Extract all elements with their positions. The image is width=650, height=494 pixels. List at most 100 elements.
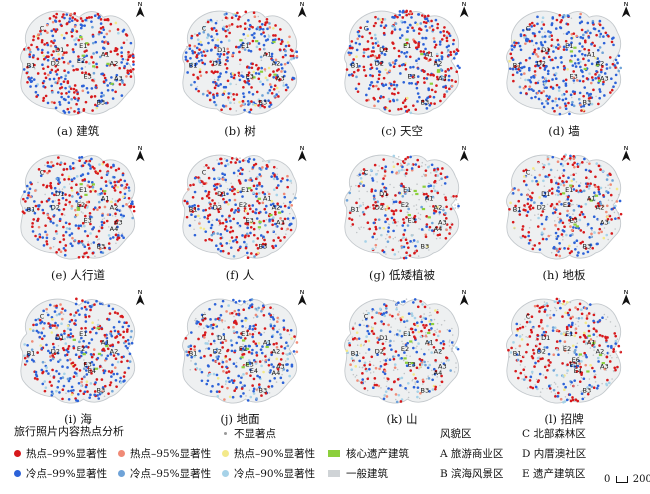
heritage-building [257, 226, 262, 229]
point-cold [85, 365, 89, 369]
point-hot [280, 345, 283, 348]
point-hot [454, 80, 457, 83]
point-cold [597, 29, 601, 33]
heritage-building [427, 331, 431, 335]
point-other [358, 215, 361, 217]
point-hot [558, 13, 562, 17]
point-other [530, 219, 532, 221]
point-cold [390, 348, 393, 351]
point-cold [86, 91, 90, 94]
point-cold [578, 21, 582, 25]
point-cold [283, 195, 287, 199]
point-other [379, 360, 382, 363]
point-hot [114, 336, 117, 339]
point-hot [122, 336, 125, 339]
point-hot [423, 56, 427, 60]
point-cold [68, 17, 72, 20]
heritage-building [105, 344, 109, 348]
point-cold90 [393, 25, 397, 29]
point-other [365, 352, 367, 354]
point-other [606, 316, 609, 318]
point-cold [211, 384, 214, 388]
point-cold [381, 83, 384, 87]
point-other [527, 336, 529, 339]
point-hot95 [224, 339, 228, 343]
point-cold [527, 234, 530, 238]
point-hot [95, 65, 99, 69]
point-other [68, 203, 71, 206]
point-other [409, 355, 411, 357]
point-cold [557, 86, 561, 89]
point-hot [351, 223, 355, 226]
point-cold95 [97, 200, 101, 204]
point-cold [564, 107, 568, 111]
point-cold95 [261, 94, 264, 97]
north-arrow-icon [297, 150, 307, 162]
point-cold95 [598, 46, 602, 49]
point-cold [542, 194, 546, 198]
point-cold95 [273, 95, 276, 98]
point-hot [541, 210, 545, 213]
point-hot [107, 370, 111, 373]
point-cold [69, 335, 72, 339]
map-panel-1: C E1 D1 D2 B1 E3 A3 A1 A2 B3 N (b) 树 [165, 2, 315, 142]
point-cold [268, 218, 271, 222]
point-hot [432, 333, 436, 336]
point-hot90 [91, 188, 95, 192]
point-hot90 [417, 330, 421, 334]
point-hot95 [419, 392, 422, 395]
point-hot [113, 189, 117, 192]
point-cold [599, 32, 603, 36]
point-other [607, 238, 609, 241]
point-cold [267, 99, 270, 103]
point-cold [388, 330, 392, 333]
point-cold [241, 41, 245, 45]
point-cold [430, 327, 433, 330]
point-cold [79, 26, 83, 30]
point-hot [560, 19, 563, 22]
point-cold90 [224, 380, 228, 383]
point-other [588, 178, 590, 180]
point-hot [101, 348, 104, 352]
point-cold [39, 174, 43, 178]
point-cold95 [71, 195, 74, 198]
point-hot [565, 180, 568, 183]
point-cold [215, 390, 219, 393]
point-cold [417, 13, 420, 16]
point-cold [213, 350, 217, 354]
point-cold [102, 47, 106, 50]
point-hot [117, 167, 121, 171]
point-hot [228, 230, 232, 234]
point-hot [43, 170, 46, 173]
point-cold [295, 50, 299, 54]
point-cold [560, 202, 563, 206]
point-hot [534, 81, 538, 85]
point-cold90 [556, 193, 560, 197]
point-cold95 [92, 71, 96, 75]
point-cold [59, 82, 63, 86]
point-cold [48, 77, 52, 81]
point-cold [568, 112, 571, 116]
point-cold [425, 196, 428, 200]
heritage-building [258, 220, 262, 224]
point-cold [248, 325, 252, 328]
point-cold [610, 207, 614, 211]
point-cold [518, 44, 522, 48]
map-panel-11: C E1 D1 D2 B1 E2 E3 E4 E6 A1 A2 A3 B3 N (l) 招牌 [489, 290, 639, 430]
point-hot [118, 83, 122, 86]
point-other [205, 21, 207, 24]
point-hot [93, 95, 97, 98]
point-hot [375, 383, 378, 387]
point-cold90 [242, 102, 245, 106]
point-hot [126, 359, 129, 363]
point-cold90 [559, 183, 563, 186]
point-hot95 [232, 325, 235, 329]
point-hot [89, 308, 92, 312]
point-cold90 [66, 327, 70, 330]
point-cold [98, 302, 102, 305]
point-other [572, 350, 575, 353]
point-cold [66, 358, 69, 362]
point-cold [84, 320, 88, 323]
point-cold [119, 213, 123, 217]
point-hot [270, 351, 273, 354]
